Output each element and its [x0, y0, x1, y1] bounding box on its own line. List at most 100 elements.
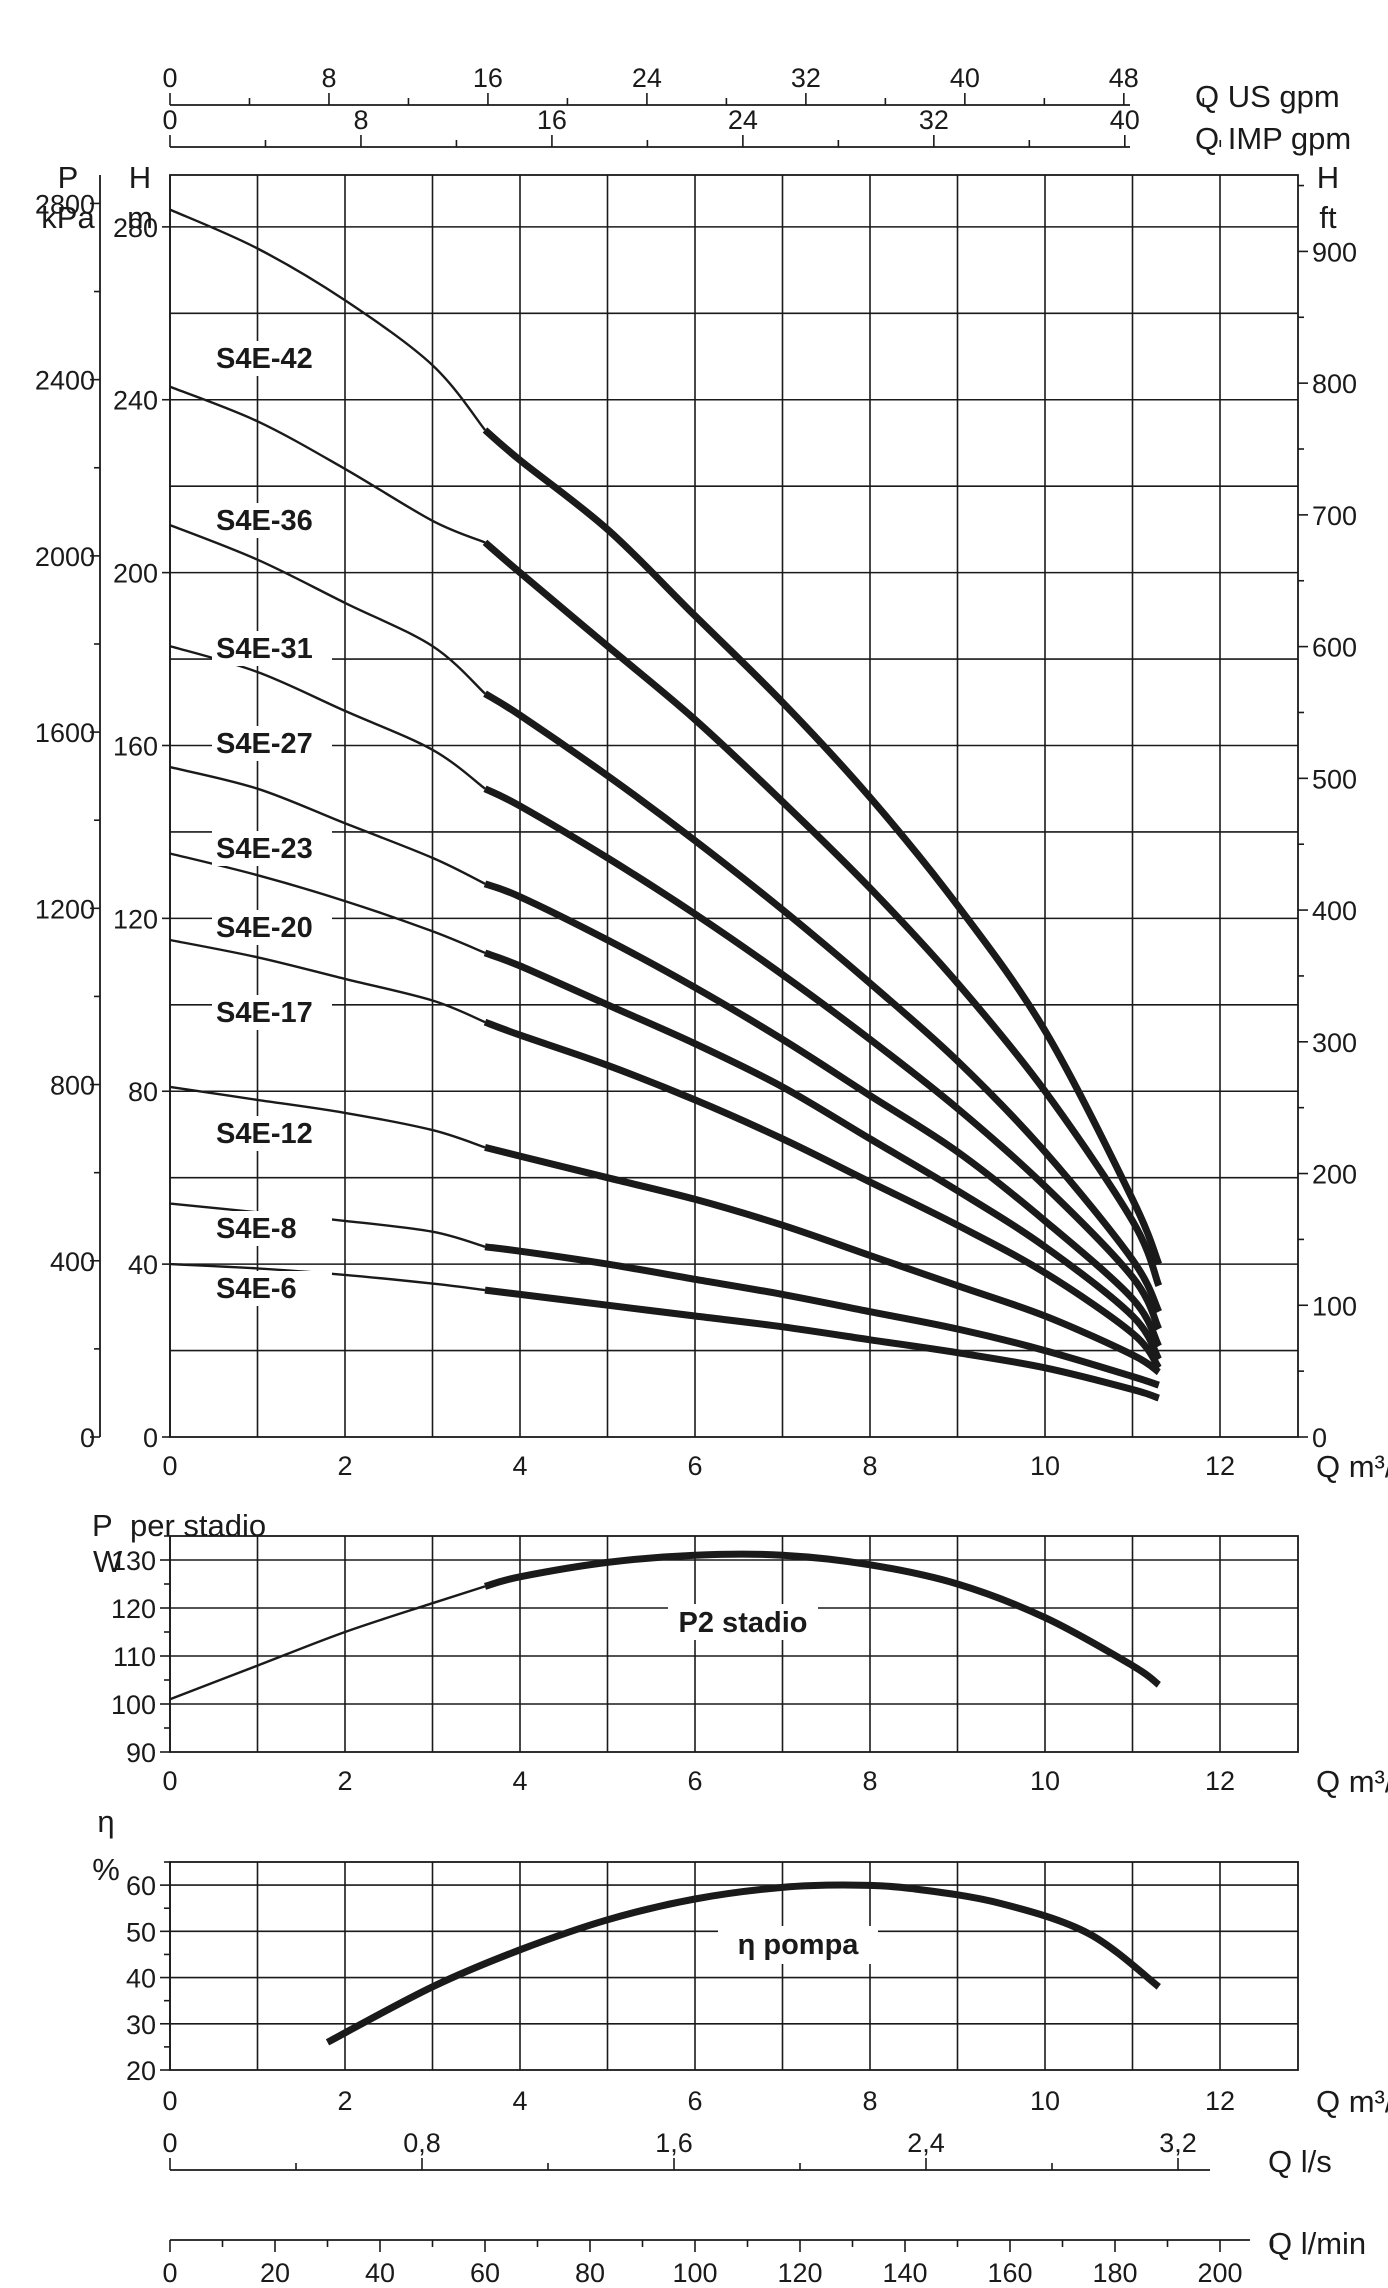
grid-layer: [90, 93, 1308, 2252]
s4e-17-label-bg: [212, 995, 332, 1030]
p2-stadio-curve: [484, 1550, 1161, 1688]
lmin-tick-label: 180: [1092, 2258, 1137, 2288]
us-gpm-tick-label: 24: [632, 63, 662, 93]
s4e-23-thin-curve: [169, 765, 486, 885]
power-axis-unit: W: [93, 1544, 123, 1579]
kpa-axis-title-unit: kPa: [41, 200, 95, 235]
s4e-31-thin-curve: [169, 523, 486, 695]
p2-stadio-label-bg: [668, 1604, 818, 1640]
x-tick-label: 6: [687, 1766, 702, 1796]
lmin-tick-label: 80: [575, 2258, 605, 2288]
power-tick-label: 130: [111, 1546, 156, 1576]
ft-tick-label: 900: [1312, 237, 1357, 267]
x-tick-label: 8: [862, 2086, 877, 2116]
p2-stadio-label: P2 stadio: [679, 1607, 808, 1639]
kpa-tick-label: 800: [50, 1071, 95, 1101]
ls-tick-label: 1,6: [655, 2128, 693, 2158]
imp-gpm-tick-label: 8: [353, 105, 368, 135]
power-tick-label: 90: [126, 1738, 156, 1768]
s4e-20-curve: [483, 949, 1162, 1362]
m-tick-label: 160: [113, 731, 158, 761]
us-gpm-tick-label: 16: [473, 63, 503, 93]
ls-tick-label: 0: [162, 2128, 177, 2158]
ft-tick-label: 0: [1312, 1423, 1327, 1453]
m-tick-label: 0: [143, 1423, 158, 1453]
us-gpm-tick-label: 32: [791, 63, 821, 93]
s4e-23-curve: [483, 880, 1162, 1348]
s4e-17-thin-curve: [169, 938, 486, 1024]
ft-tick-label: 800: [1312, 369, 1357, 399]
kpa-tick-label: 2400: [35, 366, 95, 396]
ft-tick-label: 500: [1312, 764, 1357, 794]
s4e-6-thin-curve: [169, 1262, 486, 1292]
m-axis-title-unit: m: [127, 200, 153, 235]
kpa-tick-label: 2000: [35, 542, 95, 572]
ls-tick-label: 3,2: [1159, 2128, 1197, 2158]
x-tick-label: 0: [162, 1451, 177, 1481]
imp-gpm-axis-title: Q IMP gpm: [1195, 121, 1351, 156]
kpa-axis-title-p: P: [58, 160, 79, 195]
s4e-36-curve: [482, 539, 1163, 1288]
lmin-tick-label: 100: [672, 2258, 717, 2288]
s4e-8-thin-curve: [169, 1202, 486, 1248]
kpa-tick-label: 1200: [35, 894, 95, 924]
ft-tick-label: 700: [1312, 501, 1357, 531]
p2-stadio-thin-curve: [169, 1585, 486, 1701]
m-tick-label: 280: [113, 213, 158, 243]
s4e-27-curve: [483, 785, 1163, 1331]
kpa-tick-label: 1600: [35, 718, 95, 748]
x-tick-label: 8: [862, 1766, 877, 1796]
s4e-20-label-bg: [212, 910, 332, 945]
eff-tick-label: 50: [126, 1917, 156, 1947]
s4e-27-label: S4E-27: [216, 728, 313, 760]
s4e-31-curve: [483, 690, 1162, 1314]
imp-gpm-tick-label: 16: [537, 105, 567, 135]
curves-layer: [169, 208, 1163, 2046]
m-axis-title-h: H: [129, 160, 151, 195]
power-tick-label: 100: [111, 1690, 156, 1720]
x-tick-label: 6: [687, 1451, 702, 1481]
s4e-42-label-bg: [212, 341, 332, 376]
lmin-tick-label: 200: [1197, 2258, 1242, 2288]
us-gpm-tick-label: 48: [1109, 63, 1139, 93]
s4e-31-label-bg: [212, 631, 332, 666]
power-chart-frame: [169, 1535, 1299, 1753]
ft-tick-label: 600: [1312, 633, 1357, 663]
s4e-12-curve: [484, 1144, 1161, 1376]
s4e-31-label: S4E-31: [216, 633, 313, 665]
x-tick-label: 12: [1205, 1451, 1235, 1481]
us-gpm-tick-label: 40: [950, 63, 980, 93]
s4e-6-curve: [484, 1286, 1160, 1402]
us-gpm-tick-label: 0: [162, 63, 177, 93]
s4e-12-label: S4E-12: [216, 1118, 313, 1150]
x-tick-label: 10: [1030, 2086, 1060, 2116]
us-gpm-axis-title: Q US gpm: [1195, 79, 1340, 114]
lmin-tick-label: 20: [260, 2258, 290, 2288]
s4e-17-label: S4E-17: [216, 997, 313, 1029]
ls-tick-label: 0,8: [403, 2128, 441, 2158]
imp-gpm-tick-label: 24: [728, 105, 758, 135]
s4e-8-curve: [484, 1243, 1160, 1389]
imp-gpm-tick-label: 40: [1110, 105, 1140, 135]
s4e-27-thin-curve: [169, 644, 486, 790]
s4e-12-thin-curve: [169, 1085, 486, 1149]
lmin-tick-label: 140: [882, 2258, 927, 2288]
x-tick-label: 4: [512, 1451, 527, 1481]
text-layer: 040080012001600200024002800PkPa040801201…: [35, 63, 1388, 2288]
power-tick-label: 120: [111, 1594, 156, 1624]
us-gpm-tick-label: 8: [321, 63, 336, 93]
x-tick-label: 4: [512, 1766, 527, 1796]
m-tick-label: 80: [128, 1077, 158, 1107]
s4e-27-label-bg: [212, 726, 332, 761]
s4e-17-curve: [483, 1018, 1162, 1370]
x-tick-label: 2: [337, 1451, 352, 1481]
lmin-tick-label: 160: [987, 2258, 1032, 2288]
kpa-tick-label: 0: [80, 1423, 95, 1453]
eff-tick-label: 60: [126, 1871, 156, 1901]
ls-axis-title: Q l/s: [1268, 2144, 1332, 2179]
ft-tick-label: 100: [1312, 1291, 1357, 1321]
s4e-36-label-bg: [212, 503, 332, 538]
x-tick-label: 10: [1030, 1451, 1060, 1481]
x-tick-label: 10: [1030, 1766, 1060, 1796]
